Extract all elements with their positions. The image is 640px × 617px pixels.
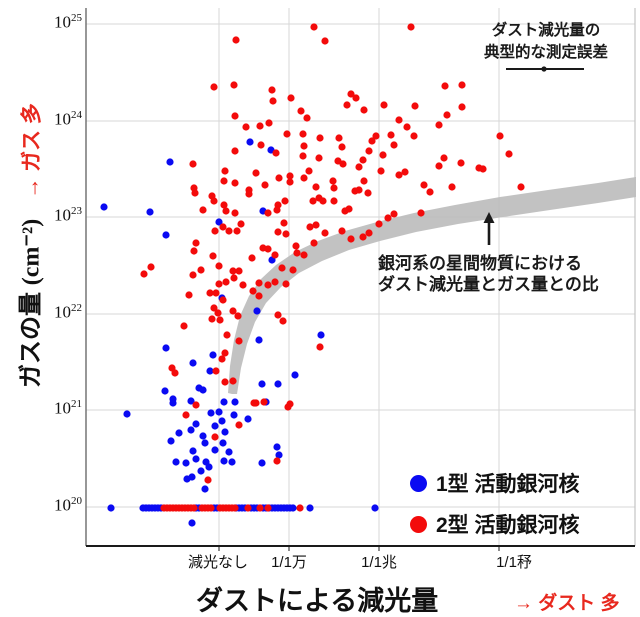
y-axis-units: (cm⁻²) — [18, 218, 45, 286]
x-tick-label: 1/1万 — [271, 554, 307, 571]
y-tick-label: 1022 — [54, 302, 82, 322]
y-tick-label: 1020 — [54, 495, 82, 515]
x-tick-label: 1/1兆 — [361, 554, 397, 571]
y-tick-label: 1025 — [54, 12, 82, 32]
y-tick-label: 1023 — [54, 205, 82, 225]
y-axis-more-gas-label: → ガス 多 — [20, 103, 44, 199]
y-tick-label: 1021 — [54, 398, 82, 418]
y-tick-label: 1024 — [54, 109, 82, 129]
x-axis-title: ダストによる減光量 — [196, 586, 439, 616]
error-bar-annotation-line2: 典型的な測定誤差 — [483, 44, 609, 61]
x-tick-label: 1/1𥝱 — [496, 554, 532, 571]
x-axis-more-dust-label: → ダスト 多 — [514, 593, 620, 614]
ism-ratio-annotation: 銀河系の星間物質における ダスト減光量とガス量との比 — [378, 253, 599, 295]
error-bar-annotation-line1: ダスト減光量の — [491, 22, 601, 39]
error-bar-annotation: ダスト減光量の 典型的な測定誤差 — [484, 20, 608, 64]
type2-agn-marker — [410, 515, 427, 533]
y-axis-title: ガスの量 (cm⁻²) → ガス 多 — [11, 16, 46, 476]
legend-item-type2-agn: 2型 活動銀河核 — [410, 509, 580, 539]
legend-label-type2: 2型 活動銀河核 — [436, 514, 580, 537]
legend-item-type1-agn: 1型 活動銀河核 — [410, 468, 580, 498]
y-axis-title-text: ガスの量 — [17, 291, 45, 388]
ism-ratio-annotation-line1: 銀河系の星間物質における — [378, 254, 582, 273]
x-tick-label: 減光なし — [187, 554, 249, 571]
ism-ratio-annotation-line2: ダスト減光量とガス量との比 — [378, 275, 599, 294]
type1-agn-marker — [410, 474, 427, 492]
legend-label-type1: 1型 活動銀河核 — [436, 473, 580, 496]
